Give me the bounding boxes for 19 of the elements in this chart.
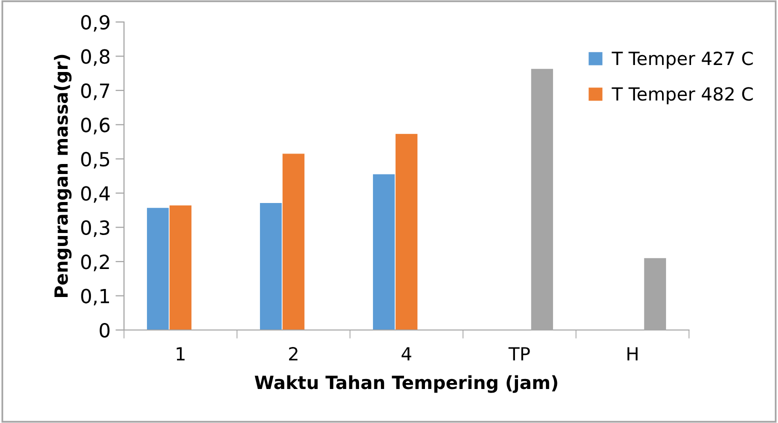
y-tick-label: 0: [100, 322, 110, 338]
y-tick-label: 0,2: [81, 254, 109, 272]
y-tick-label: 0,6: [81, 118, 110, 134]
x-tick-label: 1: [176, 347, 185, 360]
y-tick-label: 0,5: [81, 152, 110, 169]
x-axis-title: Waktu Tahan Tempering (jam): [254, 375, 558, 393]
x-tick-label: 2: [289, 346, 298, 360]
y-axis-title: Pengurangan massa(gr): [54, 54, 72, 297]
y-tick-label: 0,9: [81, 14, 110, 32]
x-tick-label: TP: [508, 347, 530, 360]
x-tick-label: H: [627, 347, 638, 360]
y-tick-label: 0,1: [81, 288, 110, 306]
y-tick-label: 0,8: [81, 49, 110, 66]
x-tick-label: 4: [402, 347, 412, 360]
y-tick-label: 0,4: [81, 186, 110, 203]
legend-label: T Temper 427 C: [612, 52, 753, 69]
legend-label: T Temper 482 C: [612, 87, 753, 104]
y-tick-label: 0,7: [81, 83, 110, 100]
y-tick-label: 0,3: [81, 220, 110, 237]
